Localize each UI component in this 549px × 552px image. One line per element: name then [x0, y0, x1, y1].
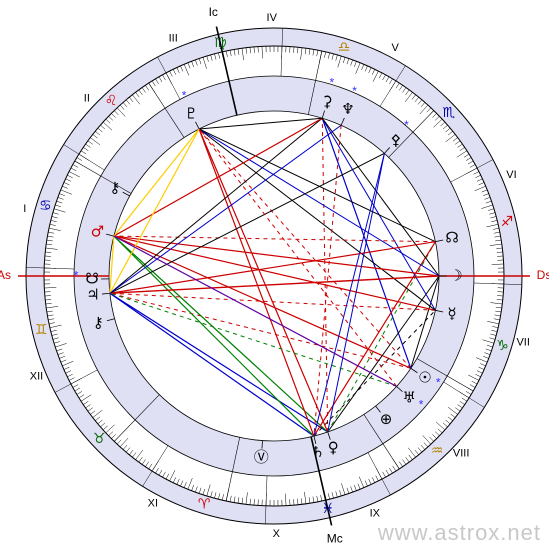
- axis-label: Mc: [327, 531, 343, 545]
- retro-star: *: [330, 76, 335, 90]
- axis-label: As: [0, 268, 11, 282]
- axis-label: Ds: [537, 268, 549, 282]
- house-label: I: [23, 203, 26, 215]
- house-label: III: [169, 32, 178, 44]
- planet-mercury: ☿: [447, 304, 456, 322]
- planet-nnode: ☊: [445, 229, 458, 247]
- zodiac-glyph: ♑: [496, 338, 509, 354]
- zodiac-glyph: ♋: [39, 198, 52, 214]
- planet-chiron2: ⚷: [109, 178, 120, 196]
- zodiac-glyph: ♊: [35, 322, 48, 338]
- zodiac-glyph: ♐: [501, 214, 514, 230]
- planet-neptune: ♆: [341, 100, 354, 118]
- planet-vertex: Ⓥ: [254, 448, 269, 466]
- house-label: IX: [370, 507, 381, 519]
- house-label: VI: [506, 169, 516, 181]
- planet-pluto: ♇: [185, 104, 198, 122]
- retro-star: *: [404, 118, 409, 132]
- house-label: IV: [267, 12, 278, 24]
- house-label: VII: [516, 337, 529, 349]
- zodiac-glyph: ♏: [443, 105, 456, 121]
- axis-label: Ic: [209, 5, 218, 19]
- house-label: X: [273, 528, 281, 540]
- zodiac-glyph: ♒: [431, 443, 444, 459]
- chart-svg: ♈♉♊♋♌♍♎♏♐♑♒♓IIIIIIIVVVIVIIVIIIIXXXIXIIAs…: [0, 0, 549, 552]
- retro-star: *: [74, 268, 79, 282]
- planet-ceres: ⚳: [322, 92, 333, 110]
- house-label: II: [84, 92, 90, 104]
- house-label: XII: [30, 371, 43, 383]
- house-label: XI: [148, 498, 158, 510]
- retro-star: *: [352, 84, 357, 98]
- planet-chiron: ⚷: [93, 314, 104, 332]
- house-label: VIII: [453, 448, 470, 460]
- planet-sun: ☉: [418, 368, 431, 386]
- house-label: V: [391, 42, 399, 54]
- planet-uranus: ♅: [403, 388, 416, 406]
- planet-pallas: ⚴: [390, 131, 401, 149]
- retro-star: *: [182, 89, 187, 103]
- planet-venus: ♀: [328, 439, 339, 457]
- planet-jupiter: ♃: [86, 286, 99, 304]
- planet-moon: ☽: [449, 267, 462, 285]
- zodiac-glyph: ♌: [105, 93, 118, 109]
- retro-star: *: [436, 376, 441, 390]
- zodiac-glyph: ♈: [198, 497, 211, 513]
- planet-part: ⊕: [380, 410, 393, 428]
- planet-saturn: ♄: [311, 443, 324, 461]
- planet-mars: ♂: [91, 222, 104, 240]
- planet-snode: ☋: [85, 270, 98, 288]
- astro-chart: { "type": "astro-natal-chart", "canvas":…: [0, 0, 549, 552]
- inner-circle: [109, 111, 439, 441]
- zodiac-glyph: ♎: [338, 39, 351, 55]
- retro-star: *: [419, 397, 424, 411]
- zodiac-glyph: ♉: [93, 431, 106, 447]
